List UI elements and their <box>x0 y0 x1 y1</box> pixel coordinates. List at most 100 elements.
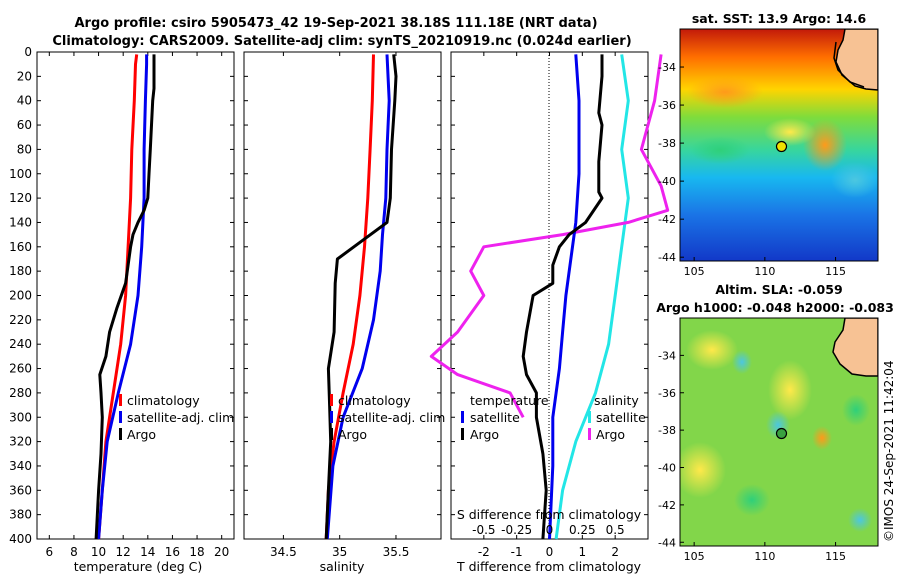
y-tick-label: 380 <box>9 508 32 522</box>
difference-panel: -2 -1 0 1 2 T difference from climatology S … <box>429 51 670 574</box>
legend-label-satellite: satellite-adj. clim <box>338 410 445 425</box>
sla-map-ticks: 105 110 115 -34 -36 -38 -40 -42 -44 <box>658 349 846 563</box>
legend-swatch-s-satellite <box>588 411 591 423</box>
sst-map-title: sat. SST: 13.9 Argo: 14.6 <box>692 11 867 26</box>
legend-swatch-climatology <box>119 394 122 406</box>
legend-label-t-argo: Argo <box>470 427 499 442</box>
legend-swatch-satellite <box>330 411 333 423</box>
y-tick-label: 400 <box>9 532 32 546</box>
y-tick-label: 220 <box>9 313 32 327</box>
map-y-tick-label: -34 <box>658 61 676 74</box>
y-tick-label: 120 <box>9 191 32 205</box>
map-y-tick-label: -40 <box>658 462 676 475</box>
x-tick-label: 18 <box>189 545 204 559</box>
difference-lines <box>429 54 670 540</box>
salinity-lines <box>324 54 398 540</box>
credit-text: ©IMOS 24-Sep-2021 11:42:04 <box>882 360 896 542</box>
legend-label-argo: Argo <box>338 427 367 442</box>
legend-label-argo: Argo <box>127 427 156 442</box>
temperature-x-ticks: 6 8 10 12 14 16 18 20 <box>45 52 229 559</box>
temperature-lines <box>94 54 156 540</box>
figure-title-line2: Climatology: CARS2009. Satellite-adj cli… <box>52 34 631 49</box>
y-tick-label: 240 <box>9 337 32 351</box>
x-tick-label-top: 0.5 <box>606 523 625 537</box>
map-y-tick-label: -38 <box>658 137 676 150</box>
difference-x-ticks: -2 -1 0 1 2 <box>478 52 619 559</box>
y-tick-label: 0 <box>24 45 32 59</box>
salinity-legend: climatology satellite-adj. clim Argo <box>330 393 445 442</box>
sla-map-panel: Altim. SLA: -0.059 Argo h1000: -0.048 h2… <box>656 282 894 563</box>
map-x-tick-label: 115 <box>825 265 846 278</box>
legend-swatch-s-argo <box>588 428 591 440</box>
s-difference-x-label: S difference from climatology <box>457 507 642 522</box>
y-tick-label: 20 <box>17 69 32 83</box>
y-tick-label: 320 <box>9 435 32 449</box>
x-tick-label: 6 <box>45 545 53 559</box>
legend-swatch-argo <box>119 428 122 440</box>
map-y-tick-label: -44 <box>658 536 676 549</box>
sla-map-subtitle: Argo h1000: -0.048 h2000: -0.083 <box>656 300 894 315</box>
y-tick-label: 80 <box>17 142 32 156</box>
x-tick-label: -2 <box>478 545 490 559</box>
t-difference-x-label: T difference from climatology <box>456 559 642 574</box>
y-tick-label: 280 <box>9 386 32 400</box>
sst-map-frame <box>679 28 879 262</box>
x-tick-label: 12 <box>116 545 131 559</box>
map-x-tick-label: 105 <box>684 550 705 563</box>
map-x-tick-label: 110 <box>754 550 775 563</box>
y-tick-label: 340 <box>9 459 32 473</box>
x-tick-label: 35.5 <box>383 545 410 559</box>
salinity-y-ticks <box>244 51 441 540</box>
sla-map-field <box>680 318 878 546</box>
map-y-tick-label: -38 <box>658 424 676 437</box>
legend-label-s-satellite: satellite <box>596 410 646 425</box>
map-y-tick-label: -42 <box>658 213 676 226</box>
legend-label-satellite: satellite-adj. clim <box>127 410 234 425</box>
temperature-panel: 0 20 40 60 80 100 120 140 160 180 200 220 240 260 280 3… <box>9 45 235 574</box>
legend-label-climatology: climatology <box>127 393 200 408</box>
y-tick-label: 300 <box>9 410 32 424</box>
difference-legend: temperature satellite Argo salinity sate… <box>461 393 646 442</box>
temperature-x-label: temperature (deg C) <box>74 559 203 574</box>
argo-line <box>94 54 156 540</box>
salinity-axes-frame <box>243 51 442 540</box>
map-y-tick-label: -36 <box>658 99 676 112</box>
figure-title-line1: Argo profile: csiro 5905473_42 19-Sep-20… <box>74 16 597 31</box>
s-satellite-diff-line <box>554 54 630 540</box>
legend-swatch-argo <box>330 428 333 440</box>
y-tick-label: 100 <box>9 167 32 181</box>
argo-location-marker <box>775 140 788 153</box>
depth-ticks: 0 20 40 60 80 100 120 140 160 180 200 220 240 260 280 3… <box>9 45 234 546</box>
x-tick-label: 35 <box>332 545 347 559</box>
legend-swatch-satellite <box>119 411 122 423</box>
salinity-x-ticks: 34.5 35 35.5 <box>270 52 409 559</box>
x-tick-label-top: 0.25 <box>569 523 596 537</box>
y-tick-label: 260 <box>9 362 32 376</box>
x-tick-label: -1 <box>511 545 523 559</box>
y-tick-label: 40 <box>17 94 32 108</box>
map-y-tick-label: -44 <box>658 251 676 264</box>
t-satellite-diff-line <box>548 54 581 540</box>
sla-land <box>832 318 878 377</box>
y-tick-label: 180 <box>9 264 32 278</box>
x-tick-label: 8 <box>70 545 78 559</box>
x-tick-label: 16 <box>165 545 180 559</box>
y-tick-label: 60 <box>17 118 32 132</box>
climatology-line <box>324 54 375 540</box>
legend-label-t-satellite: satellite <box>470 410 520 425</box>
legend-label-climatology: climatology <box>338 393 411 408</box>
x-tick-label: 20 <box>214 545 229 559</box>
map-y-tick-label: -42 <box>658 499 676 512</box>
x-tick-label: 34.5 <box>270 545 297 559</box>
map-y-tick-label: -40 <box>658 175 676 188</box>
y-tick-label: 160 <box>9 240 32 254</box>
x-tick-label-top: -0.5 <box>472 523 495 537</box>
argo-location-marker <box>775 427 788 440</box>
s-difference-tick-labels: -0.5 -0.25 0 0.25 0.5 <box>472 523 625 537</box>
map-x-tick-label: 105 <box>684 265 705 278</box>
map-y-tick-label: -34 <box>658 349 676 362</box>
salinity-panel: 34.5 35 35.5 salinity climatology satellit… <box>243 51 445 574</box>
map-x-tick-label: 110 <box>754 265 775 278</box>
sla-map-title: Altim. SLA: -0.059 <box>715 282 842 297</box>
